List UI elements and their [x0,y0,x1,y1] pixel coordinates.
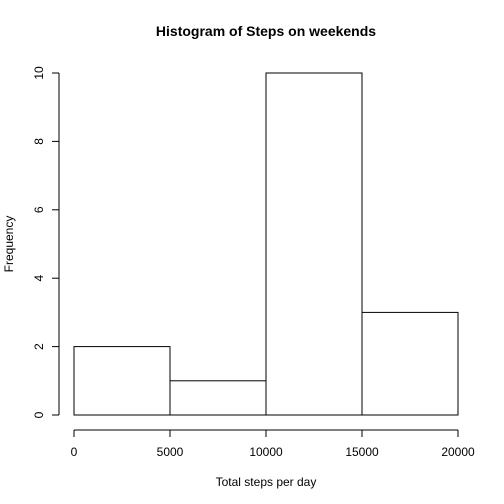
x-axis: 0 5000 10000 15000 20000 [71,429,475,459]
y-tick-label-0: 0 [32,411,46,418]
chart-title: Histogram of Steps on weekends [156,23,376,39]
x-tick-label-0: 0 [71,445,78,459]
histogram-bar-2 [265,72,363,416]
y-tick-label-2: 4 [32,275,46,282]
x-tick-label-4: 20000 [441,445,475,459]
histogram-bar-1 [169,380,267,416]
y-tick-label-4: 8 [32,138,46,145]
y-axis: 0 2 4 6 8 10 [32,66,60,418]
y-tick-label-3: 6 [32,206,46,213]
x-axis-label: Total steps per day [216,475,317,489]
x-tick-label-1: 5000 [157,445,184,459]
x-tick-label-2: 10000 [249,445,283,459]
y-axis-label: Frequency [2,216,16,273]
histogram-bar-0 [73,346,171,416]
x-tick-label-3: 15000 [345,445,379,459]
histogram-bar-3 [361,311,459,416]
bars-group [73,72,459,416]
y-tick-label-1: 2 [32,343,46,350]
y-tick-label-5: 10 [32,66,46,80]
